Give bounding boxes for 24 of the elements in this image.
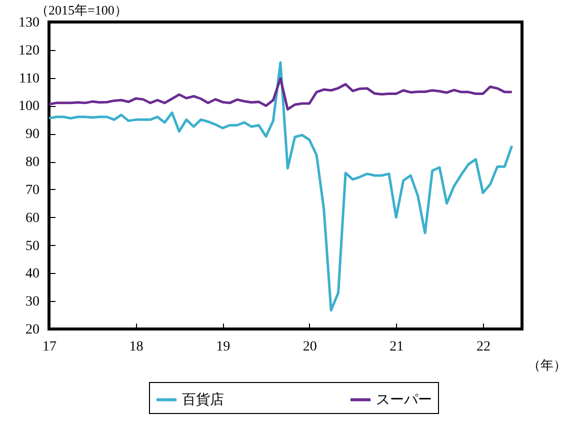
y-tick-label: 90 — [26, 127, 40, 142]
y-tick-label: 120 — [18, 43, 40, 58]
y-tick-label: 100 — [18, 99, 40, 114]
x-tick-label: 17 — [42, 340, 56, 354]
y-axis-title: （2015年=100） — [36, 2, 128, 18]
line-series — [49, 77, 514, 111]
y-tick-label: 60 — [26, 210, 40, 226]
x-tick-label: 21 — [390, 340, 404, 354]
y-tick-label: 130 — [18, 16, 40, 30]
y-tick-label: 70 — [26, 182, 40, 198]
legend-label: スーパー — [376, 392, 432, 408]
y-tick-label: 20 — [26, 322, 40, 338]
x-tick-label: 22 — [476, 340, 490, 354]
x-tick-label: 19 — [216, 340, 230, 354]
y-tick-label: 40 — [26, 266, 40, 282]
x-tick-label: 20 — [302, 340, 317, 354]
y-tick-label: 80 — [26, 155, 40, 170]
legend-label: 百貨店 — [182, 392, 224, 408]
x-axis-title: （年） — [528, 358, 566, 372]
y-tick-label: 50 — [26, 238, 40, 254]
line-series — [49, 61, 514, 312]
x-tick-label: 18 — [129, 340, 144, 354]
y-tick-label: 110 — [19, 71, 40, 86]
y-tick-label: 30 — [26, 294, 40, 310]
